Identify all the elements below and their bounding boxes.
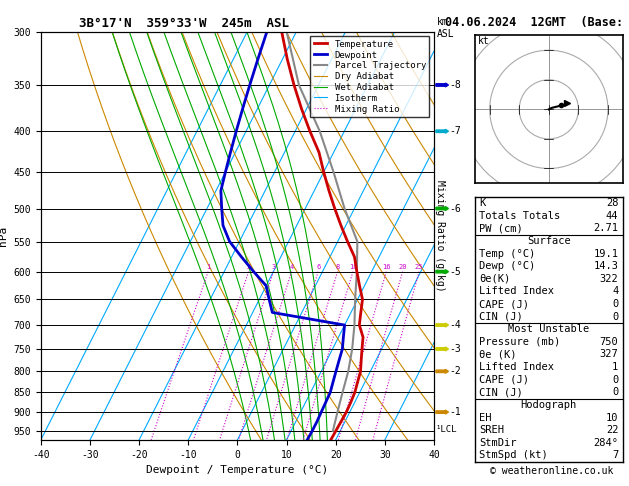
Text: Most Unstable: Most Unstable xyxy=(508,324,589,334)
Text: -8: -8 xyxy=(450,80,462,90)
Text: CIN (J): CIN (J) xyxy=(479,387,523,398)
Text: 19.1: 19.1 xyxy=(593,248,618,259)
Text: 20: 20 xyxy=(398,263,407,270)
Text: -4: -4 xyxy=(450,320,462,330)
Text: Dewp (°C): Dewp (°C) xyxy=(479,261,535,271)
Text: 7: 7 xyxy=(612,451,618,460)
Text: 44: 44 xyxy=(606,211,618,221)
Text: 10: 10 xyxy=(348,263,357,270)
Text: CAPE (J): CAPE (J) xyxy=(479,299,530,309)
Text: SREH: SREH xyxy=(479,425,504,435)
Text: Surface: Surface xyxy=(527,236,571,246)
Text: 8: 8 xyxy=(335,263,340,270)
Y-axis label: hPa: hPa xyxy=(0,226,8,246)
Text: Lifted Index: Lifted Index xyxy=(479,286,554,296)
Text: Lifted Index: Lifted Index xyxy=(479,362,554,372)
Text: 3B°17'N  359°33'W  245m  ASL: 3B°17'N 359°33'W 245m ASL xyxy=(79,17,289,30)
Text: 04.06.2024  12GMT  (Base: 12): 04.06.2024 12GMT (Base: 12) xyxy=(445,16,629,29)
Text: Temp (°C): Temp (°C) xyxy=(479,248,535,259)
Text: 0: 0 xyxy=(612,375,618,385)
Text: -3: -3 xyxy=(450,344,462,354)
Legend: Temperature, Dewpoint, Parcel Trajectory, Dry Adiabat, Wet Adiabat, Isotherm, Mi: Temperature, Dewpoint, Parcel Trajectory… xyxy=(310,36,430,117)
Text: StmSpd (kt): StmSpd (kt) xyxy=(479,451,548,460)
X-axis label: Dewpoint / Temperature (°C): Dewpoint / Temperature (°C) xyxy=(147,465,328,475)
Text: -7: -7 xyxy=(450,126,462,136)
Text: CIN (J): CIN (J) xyxy=(479,312,523,322)
Text: 322: 322 xyxy=(599,274,618,284)
Text: Hodograph: Hodograph xyxy=(521,400,577,410)
Text: 327: 327 xyxy=(599,349,618,360)
Text: -2: -2 xyxy=(450,366,462,376)
Text: EH: EH xyxy=(479,413,492,422)
Text: 22: 22 xyxy=(606,425,618,435)
Text: 16: 16 xyxy=(382,263,391,270)
Text: -1: -1 xyxy=(450,407,462,417)
Text: 1: 1 xyxy=(612,362,618,372)
Text: Pressure (mb): Pressure (mb) xyxy=(479,337,560,347)
Text: 3: 3 xyxy=(271,263,276,270)
Text: K: K xyxy=(479,198,486,208)
Text: 4: 4 xyxy=(612,286,618,296)
Text: θe(K): θe(K) xyxy=(479,274,511,284)
Text: 6: 6 xyxy=(316,263,320,270)
Text: 0: 0 xyxy=(612,299,618,309)
Text: 14.3: 14.3 xyxy=(593,261,618,271)
Text: θe (K): θe (K) xyxy=(479,349,517,360)
Text: 2: 2 xyxy=(247,263,251,270)
Text: 284°: 284° xyxy=(593,438,618,448)
Text: kt: kt xyxy=(478,36,489,46)
Text: -6: -6 xyxy=(450,204,462,213)
Text: 1: 1 xyxy=(206,263,210,270)
Text: 10: 10 xyxy=(606,413,618,422)
Text: StmDir: StmDir xyxy=(479,438,517,448)
Text: 2.71: 2.71 xyxy=(593,224,618,233)
Text: 4: 4 xyxy=(289,263,294,270)
Text: Totals Totals: Totals Totals xyxy=(479,211,560,221)
Text: © weatheronline.co.uk: © weatheronline.co.uk xyxy=(490,466,614,476)
Text: ¹LCL: ¹LCL xyxy=(436,425,457,434)
Y-axis label: Mixing Ratio (g/kg): Mixing Ratio (g/kg) xyxy=(435,180,445,292)
Text: CAPE (J): CAPE (J) xyxy=(479,375,530,385)
Text: -5: -5 xyxy=(450,267,462,277)
Text: PW (cm): PW (cm) xyxy=(479,224,523,233)
Text: 0: 0 xyxy=(612,387,618,398)
Text: 25: 25 xyxy=(415,263,423,270)
Text: km
ASL: km ASL xyxy=(437,17,455,38)
Text: 750: 750 xyxy=(599,337,618,347)
Text: 0: 0 xyxy=(612,312,618,322)
Text: 28: 28 xyxy=(606,198,618,208)
